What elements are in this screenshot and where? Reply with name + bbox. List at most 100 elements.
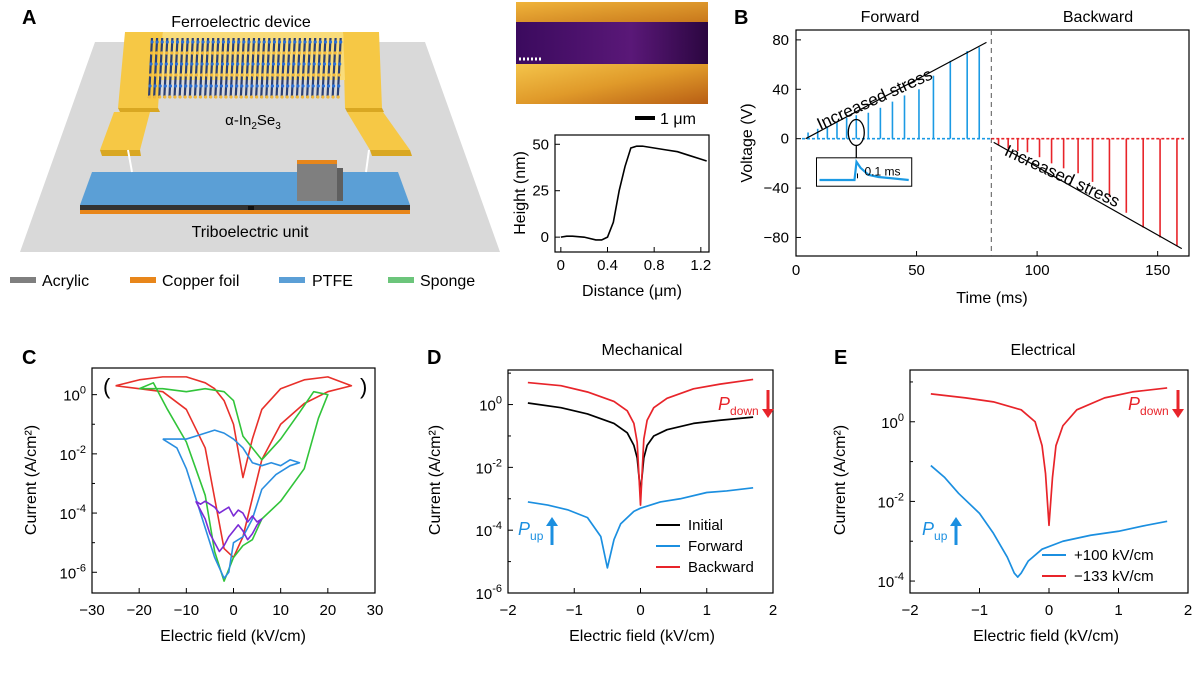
lattice-atom (251, 51, 256, 55)
lattice-atom (250, 84, 254, 88)
lattice-atom (235, 84, 239, 88)
lattice-atom (337, 84, 341, 88)
lattice-chain (234, 37, 240, 99)
panel-b-y-tick-label: −40 (764, 180, 789, 197)
lattice-chain (178, 37, 184, 99)
lattice-atom (186, 40, 190, 44)
lattice-atom (174, 62, 179, 66)
lattice-atom (209, 84, 213, 88)
lattice-atom (204, 95, 208, 99)
lattice-atom (267, 40, 271, 44)
lattice-atom (245, 84, 249, 88)
panel-d-y-tick-label: 10-2 (476, 457, 502, 477)
lattice-atom (235, 73, 239, 77)
lattice-atom (311, 95, 315, 99)
panel-c-x-tick-label: −20 (126, 602, 151, 619)
panel-d-curve-initial (527, 402, 754, 494)
lattice-atom (246, 51, 250, 55)
lattice-chain (260, 37, 266, 99)
panel-d-curve-forward (527, 486, 754, 569)
lattice-atom (255, 95, 259, 99)
lattice-atom (160, 51, 164, 55)
lattice-atom (214, 95, 218, 99)
lattice-atom (339, 40, 343, 44)
lattice-atom (313, 40, 317, 44)
device-title: Ferroelectric device (171, 14, 311, 31)
lattice-atom (181, 40, 185, 44)
lattice-chain (336, 37, 342, 99)
lattice-atom (169, 62, 173, 66)
lattice-atom (158, 84, 162, 88)
panel-d-y-tick-label: 10-6 (476, 583, 502, 603)
lattice-atom (280, 95, 284, 99)
lattice-atom (256, 62, 260, 66)
lattice-atom (154, 62, 158, 66)
lattice-atom (257, 51, 261, 55)
lattice-chain (316, 37, 322, 99)
panel-d-p-down-label: Pdown (718, 394, 759, 418)
lattice-atom (214, 84, 218, 88)
lattice-atom (262, 40, 266, 44)
lattice-atom (267, 51, 271, 55)
lattice-atom (292, 62, 296, 66)
afm-y-tick-label: 0 (541, 229, 549, 246)
inset-frame (815, 157, 913, 187)
lattice-chain (153, 37, 159, 99)
lattice-atom (183, 95, 187, 99)
in2se3-lattice (147, 37, 343, 99)
lattice-atom (201, 40, 205, 44)
lattice-chain (193, 37, 199, 99)
lattice-atom (334, 40, 338, 44)
lattice-atom (147, 95, 152, 99)
lattice-atom (149, 62, 153, 66)
afm-height-profile: Height (nm) Distance (μm) 0 0.4 0.8 1.2 0 25 5… (512, 134, 711, 300)
lattice-atom (252, 40, 256, 44)
lattice-atom (245, 73, 249, 77)
panel-d-p-up-arrowhead (546, 517, 558, 526)
panel-b-y-tick-label: −80 (764, 229, 789, 246)
lattice-atom (173, 95, 177, 99)
lattice-atom (249, 95, 254, 99)
loop-red-curve (115, 376, 353, 559)
panel-b-letter: B (734, 7, 748, 29)
lattice-chain (224, 37, 230, 99)
lattice-atom (210, 62, 214, 66)
lattice-atom (224, 84, 229, 88)
acrylic-block (297, 164, 337, 201)
lattice-chain (300, 37, 307, 99)
panel-d-x-tick-label: 2 (769, 602, 777, 619)
lattice-atom (277, 40, 282, 44)
lattice-atom (199, 73, 204, 77)
lattice-atom (316, 84, 320, 88)
lattice-chain (331, 37, 337, 99)
lattice-chain (244, 37, 250, 99)
ptfe-layer (80, 172, 410, 205)
panel-b: B Forward Backward Voltage (V) Time (ms)… (734, 7, 1190, 307)
lattice-atom (173, 84, 178, 88)
lattice-atom (307, 73, 311, 77)
lattice-atom (220, 62, 224, 66)
lattice-atom (169, 73, 173, 77)
lattice-atom (220, 73, 224, 77)
afm-x-label: Distance (μm) (582, 283, 682, 300)
lattice-atom (270, 84, 274, 88)
lattice-atom (148, 84, 152, 88)
afm-x-tick-label: 0.4 (597, 257, 618, 274)
lattice-atom (326, 84, 331, 88)
lattice-atom (242, 40, 246, 44)
forward-trend-line (805, 41, 987, 140)
lattice-atom (282, 51, 286, 55)
lattice-chain (147, 37, 154, 99)
panel-c: C Current (A/cm²) Electric field (kV/cm)… (22, 347, 383, 645)
lattice-atom (216, 40, 220, 44)
backward-trend-line (993, 141, 1183, 250)
panel-d-y-label: Current (A/cm²) (427, 425, 444, 535)
lattice-atom (240, 73, 244, 77)
lattice-atom (246, 62, 250, 66)
lattice-atom (174, 73, 178, 77)
lattice-chain (229, 37, 235, 99)
afm-x-tick-label: 1.2 (690, 257, 711, 274)
loop-blue-curve (162, 429, 301, 579)
lattice-atom (205, 62, 209, 66)
lattice-atom (215, 62, 219, 66)
